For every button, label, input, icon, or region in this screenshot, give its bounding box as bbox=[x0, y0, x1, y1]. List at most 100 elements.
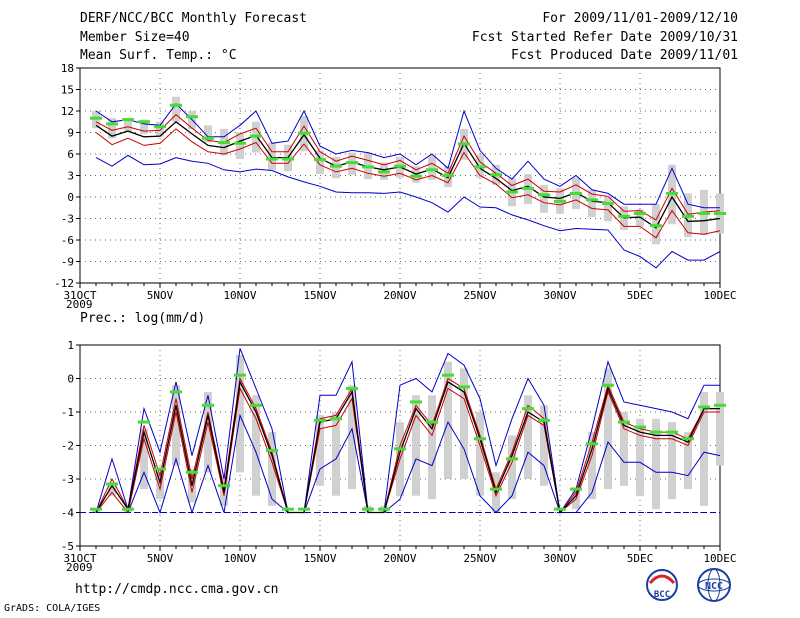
prec-series-min bbox=[96, 413, 721, 515]
temp-series-mean bbox=[95, 120, 721, 229]
prec-box-24 bbox=[460, 368, 468, 479]
prec-box-8 bbox=[204, 391, 212, 473]
temp-ytick-label: 9 bbox=[67, 127, 74, 140]
prec-series-max bbox=[95, 348, 720, 514]
prec-box-17 bbox=[348, 385, 356, 490]
forecast-period-label: For 2009/11/01-2009/12/10 bbox=[542, 11, 738, 26]
prec-xtick-label: 25NOV bbox=[463, 552, 496, 565]
temp-ytick-label: 6 bbox=[67, 148, 74, 161]
prec-xtick-label: 5NOV bbox=[147, 552, 174, 565]
temp-series-lower bbox=[95, 128, 721, 239]
temp-xtick-label: 5DEC bbox=[627, 289, 654, 302]
grads-credit: GrADS: COLA/IGES bbox=[4, 603, 101, 614]
ncc-logo-text: NCC bbox=[705, 581, 723, 592]
prec-series-upper bbox=[95, 376, 720, 514]
temp-xtick-label: 10DEC bbox=[703, 289, 736, 302]
year-label-precip: 2009 bbox=[66, 561, 93, 574]
temp-ytick-label: -6 bbox=[61, 234, 74, 247]
prec-box-15 bbox=[316, 415, 324, 486]
prec-box-10 bbox=[236, 355, 244, 473]
prec-box-22 bbox=[428, 395, 436, 500]
prec-box-6 bbox=[172, 385, 180, 466]
forecast-produced-label: Fcst Produced Date 2009/11/01 bbox=[511, 48, 738, 63]
source-url-link[interactable]: http://cmdp.ncc.cma.gov.cn bbox=[75, 582, 279, 597]
temp-box-12 bbox=[268, 142, 276, 170]
temp-series-max bbox=[95, 103, 720, 209]
temp-box-5 bbox=[156, 121, 164, 137]
bcc-logo: BCC bbox=[646, 569, 678, 601]
prec-box-27 bbox=[508, 435, 516, 500]
bcc-logo-text: BCC bbox=[654, 590, 670, 600]
temp-box-15 bbox=[316, 150, 324, 175]
prec-box-25 bbox=[476, 412, 484, 496]
temp-xtick-label: 20NOV bbox=[383, 289, 416, 302]
temp-ytick-label: -9 bbox=[61, 256, 74, 269]
prec-box-12 bbox=[268, 432, 276, 506]
temp-ytick-label: -12 bbox=[54, 277, 74, 290]
prec-xtick-label: 30NOV bbox=[543, 552, 576, 565]
temp-box-32 bbox=[588, 189, 596, 218]
prec-xtick-label: 20NOV bbox=[383, 552, 416, 565]
year-label-temperature: 2009 bbox=[66, 298, 93, 311]
prec-box-16 bbox=[332, 412, 340, 496]
prec-box-35 bbox=[636, 418, 644, 496]
prec-box-11 bbox=[252, 395, 260, 496]
prec-series-mean bbox=[95, 379, 720, 514]
prec-box-32 bbox=[588, 432, 596, 500]
forecast-start-label: Fcst Started Refer Date 2009/10/31 bbox=[471, 30, 738, 45]
prec-ytick-label: -5 bbox=[61, 540, 74, 553]
temp-ytick-label: -3 bbox=[61, 213, 74, 226]
temp-box-29 bbox=[540, 184, 548, 213]
prec-box-28 bbox=[524, 395, 532, 479]
prec-ytick-label: -1 bbox=[61, 406, 74, 419]
temp-box-6 bbox=[172, 96, 180, 122]
prec-box-23 bbox=[444, 361, 452, 479]
prec-box-36 bbox=[652, 418, 660, 510]
prec-series-lower bbox=[95, 386, 720, 514]
prec-box-2 bbox=[108, 485, 116, 496]
temp-box-8 bbox=[204, 125, 212, 143]
prec-box-34 bbox=[620, 412, 628, 486]
temp-xtick-label: 30NOV bbox=[543, 289, 576, 302]
prec-box-21 bbox=[412, 395, 420, 496]
variable-label: Mean Surf. Temp.: °C bbox=[80, 48, 237, 63]
temp-ytick-label: 3 bbox=[67, 170, 74, 183]
prec-ytick-label: 0 bbox=[67, 373, 74, 386]
logos: BCC NCC bbox=[646, 568, 731, 602]
temp-ytick-label: 18 bbox=[61, 62, 74, 75]
prec-xtick-label: 15NOV bbox=[303, 552, 336, 565]
temp-ytick-label: 0 bbox=[67, 191, 74, 204]
prec-ytick-label: -3 bbox=[61, 473, 74, 486]
temp-box-2 bbox=[108, 118, 116, 139]
temp-box-3 bbox=[124, 118, 132, 132]
temp-box-10 bbox=[236, 132, 244, 160]
temp-xtick-label: 25NOV bbox=[463, 289, 496, 302]
prec-ytick-label: -2 bbox=[61, 440, 74, 453]
prec-box-4 bbox=[140, 428, 148, 490]
prec-xtick-label: 5DEC bbox=[627, 552, 654, 565]
temp-box-33 bbox=[604, 197, 612, 222]
temp-xtick-label: 10NOV bbox=[223, 289, 256, 302]
prec-xtick-label: 10DEC bbox=[703, 552, 736, 565]
prec-box-39 bbox=[700, 391, 708, 506]
temp-box-4 bbox=[140, 119, 148, 134]
temp-series-upper bbox=[95, 113, 721, 221]
temp-xtick-label: 5NOV bbox=[147, 289, 174, 302]
temp-series-min bbox=[95, 154, 721, 269]
precip-variable-label: Prec.: log(mm/d) bbox=[80, 311, 206, 326]
prec-box-37 bbox=[668, 422, 676, 500]
prec-box-33 bbox=[604, 368, 612, 490]
prec-xtick-label: 10NOV bbox=[223, 552, 256, 565]
prec-box-38 bbox=[684, 432, 692, 490]
temp-xtick-label: 15NOV bbox=[303, 289, 336, 302]
prec-box-29 bbox=[540, 405, 548, 486]
temp-box-22 bbox=[428, 155, 436, 180]
prec-ytick-label: 1 bbox=[67, 339, 74, 352]
prec-xtick-label: 31OCT bbox=[63, 552, 96, 565]
temp-xtick-label: 31OCT bbox=[63, 289, 96, 302]
prec-box-40 bbox=[716, 391, 724, 466]
chart-title: DERF/NCC/BCC Monthly Forecast bbox=[80, 11, 307, 26]
prec-ytick-label: -4 bbox=[61, 507, 75, 520]
